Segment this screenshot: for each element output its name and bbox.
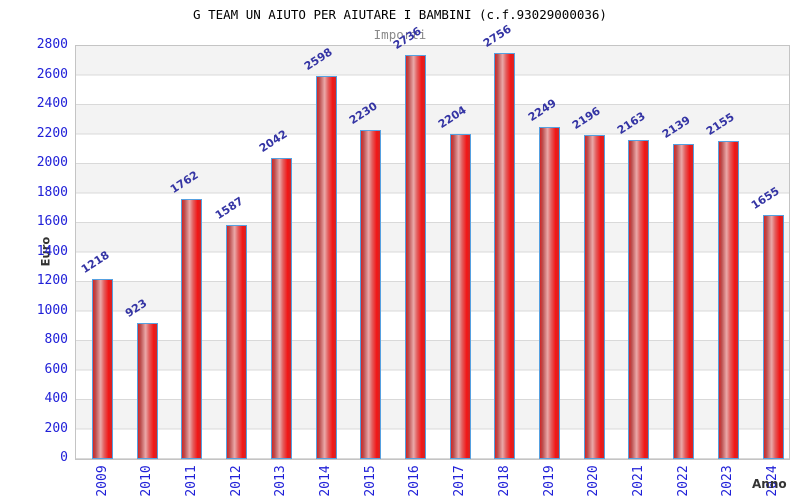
y-tick-label: 1600 — [36, 214, 68, 229]
bar-value-label: 2249 — [525, 96, 559, 125]
bar-value-label: 1218 — [78, 248, 112, 277]
x-tick-label: 2014 — [318, 465, 333, 497]
y-tick-label: 400 — [44, 391, 68, 406]
bar-2015 — [360, 130, 382, 459]
y-tick-label: 0 — [60, 450, 68, 465]
bar-2013 — [270, 157, 292, 459]
y-tick-label: 2200 — [36, 125, 68, 141]
bar-2020 — [583, 135, 605, 459]
plot-area: 1218 923 1762 1587 2042 2598 2230 2736 2204 2756 2… — [75, 22, 790, 460]
bar-value-label: 2155 — [704, 110, 737, 139]
bar-value-label: 1762 — [167, 168, 201, 197]
bar-value-label: 2598 — [301, 45, 335, 73]
x-tick-label: 2015 — [362, 465, 378, 497]
x-tick-label: 2013 — [273, 465, 289, 497]
x-tick-label: 2022 — [675, 465, 691, 497]
chart-subtitle: Importi — [373, 27, 427, 42]
x-axis-title: Anno — [752, 477, 787, 491]
bar-value-label: 2042 — [257, 127, 290, 155]
bar-2023 — [717, 141, 739, 459]
bar-value-label: 2196 — [570, 104, 603, 133]
bar-2021 — [628, 139, 650, 459]
bar-2022 — [673, 143, 695, 459]
bar-value-label: 1587 — [212, 194, 246, 222]
bar-2010 — [136, 322, 158, 459]
bar-2011 — [181, 199, 203, 459]
bar-value-label: 923 — [123, 296, 150, 320]
y-tick-label: 1400 — [36, 243, 68, 259]
x-tick-label: 2016 — [407, 465, 423, 497]
bar-value-label: 2139 — [659, 112, 693, 141]
bar-2016 — [404, 55, 426, 459]
bar-value-label: 2163 — [614, 109, 648, 137]
x-tick-label: 2021 — [630, 465, 646, 497]
bar-2018 — [494, 52, 516, 459]
chart-title: G TEAM UN AIUTO PER AIUTARE I BAMBINI (c… — [193, 7, 607, 22]
bar-2009 — [92, 279, 113, 459]
y-tick-label: 1000 — [36, 302, 68, 318]
bar-2019 — [539, 127, 560, 459]
x-tick-label: 2012 — [228, 465, 244, 497]
y-tick-label: 2400 — [36, 96, 68, 111]
y-tick-label: 1200 — [36, 273, 68, 288]
x-tick-label: 2019 — [541, 465, 557, 497]
y-tick-label: 2800 — [36, 37, 68, 52]
bar-2014 — [315, 75, 337, 459]
x-tick-label: 2020 — [586, 465, 602, 497]
y-tick-label: 1800 — [36, 184, 68, 200]
x-tick-label: 2011 — [183, 465, 199, 497]
x-tick-label: 2017 — [452, 465, 468, 497]
bar-value-label: 1655 — [748, 184, 782, 212]
x-tick-label: 2018 — [496, 465, 512, 497]
y-tick-label: 600 — [44, 361, 68, 377]
bar-2012 — [226, 224, 248, 459]
y-tick-label: 800 — [44, 332, 68, 347]
x-tick-label: 2009 — [94, 465, 110, 497]
x-tick-label: 2023 — [720, 465, 736, 497]
bar-2017 — [449, 133, 471, 459]
y-tick-label: 2000 — [36, 155, 68, 170]
x-tick-label: 2010 — [139, 465, 155, 497]
bar-value-label: 2204 — [436, 103, 469, 131]
bar-2024 — [762, 214, 784, 459]
y-tick-label: 2600 — [36, 66, 68, 82]
y-tick-label: 200 — [44, 420, 68, 436]
bar-value-label: 2230 — [346, 99, 380, 128]
